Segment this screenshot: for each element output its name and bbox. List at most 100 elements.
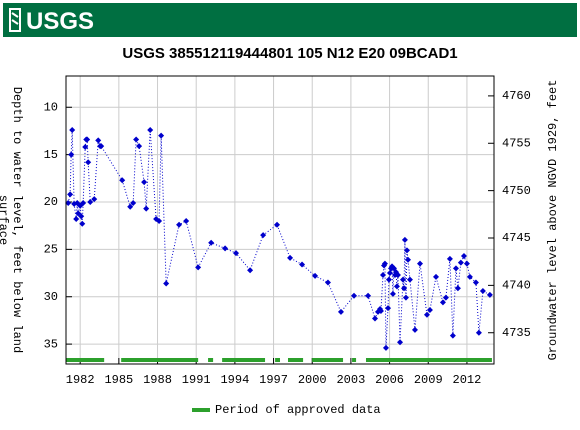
point [402, 294, 409, 301]
point [287, 254, 294, 261]
point [457, 259, 464, 266]
approved-period [208, 358, 214, 362]
point [486, 291, 493, 298]
point [163, 280, 170, 287]
point [87, 199, 94, 205]
point [143, 205, 150, 212]
point [176, 221, 183, 228]
point [449, 332, 456, 339]
point [147, 127, 154, 133]
point [350, 292, 357, 299]
point [65, 199, 72, 206]
point [274, 221, 281, 228]
point [460, 253, 467, 259]
point [405, 256, 412, 263]
point [406, 276, 413, 283]
x-tick-label: 2003 [336, 373, 365, 387]
x-tick-label: 1991 [182, 373, 211, 387]
point [385, 305, 392, 312]
point [158, 132, 165, 139]
approved-period [275, 358, 280, 362]
y-tick-label: 15 [44, 148, 58, 162]
y2-axis-label: Groundwater level above NGVD 1929, feet [546, 80, 560, 361]
y-tick-label: 30 [44, 290, 58, 304]
point [156, 217, 163, 224]
y2-tick-label: 4735 [502, 326, 531, 340]
point [337, 308, 344, 315]
point [233, 250, 240, 257]
point [85, 159, 92, 166]
point [324, 279, 331, 286]
x-tick-label: 1988 [143, 373, 172, 387]
y-tick-label: 20 [44, 195, 58, 209]
point [141, 179, 148, 186]
point [452, 265, 459, 272]
point [69, 127, 76, 133]
x-tick-label: 2006 [375, 373, 404, 387]
point [183, 217, 190, 224]
point [432, 273, 439, 280]
logo-mark [9, 8, 21, 32]
point [195, 264, 202, 271]
x-tick-label: 2000 [298, 373, 327, 387]
y-label-box: Depth to water level, feet below land su… [0, 86, 24, 354]
point [401, 236, 408, 243]
point [98, 143, 105, 150]
point [377, 307, 384, 314]
point [426, 307, 433, 313]
point [95, 137, 102, 144]
point [446, 255, 453, 262]
point [466, 273, 473, 280]
point [394, 271, 401, 278]
point [312, 272, 319, 279]
point [222, 245, 229, 252]
point [372, 315, 379, 322]
point [130, 199, 137, 206]
x-tick-label: 2009 [414, 373, 443, 387]
point [423, 311, 430, 318]
x-tick-label: 1994 [220, 373, 249, 387]
approved-period [222, 358, 266, 362]
point [454, 285, 461, 292]
y-axis-label: Depth to water level, feet below land su… [0, 86, 24, 354]
point [385, 276, 392, 283]
point [475, 329, 482, 336]
point [247, 267, 254, 274]
y2-tick-label: 4745 [502, 231, 531, 245]
point [382, 344, 389, 351]
y2-tick-label: 4740 [502, 279, 531, 293]
y-tick-label: 25 [44, 243, 58, 257]
approved-period [121, 358, 199, 362]
x-tick-label: 1982 [66, 373, 95, 387]
approved-period [312, 358, 344, 362]
point [479, 288, 486, 295]
point [365, 292, 372, 299]
point [381, 260, 388, 267]
point [299, 261, 306, 268]
y2-tick-label: 4755 [502, 136, 531, 150]
header-bar [3, 3, 577, 37]
plot: 10 15 20 25 30 35 4735 4740 4745 4750 4755 4760 1982… [44, 76, 531, 387]
approved-period [365, 358, 492, 362]
point [119, 177, 126, 184]
point [386, 270, 393, 277]
point [82, 144, 89, 151]
y2-tick-label: 4750 [502, 184, 531, 198]
point [380, 271, 387, 278]
point [411, 326, 418, 333]
point [80, 199, 87, 206]
point [136, 143, 143, 150]
approved-period [287, 358, 304, 362]
point [439, 299, 446, 306]
point [463, 260, 470, 267]
point [393, 283, 400, 290]
point [84, 136, 91, 143]
point [403, 247, 410, 254]
y2-tick-label: 4760 [502, 89, 531, 103]
point [78, 213, 85, 220]
point [399, 276, 406, 283]
plot-frame [65, 75, 495, 365]
y-tick-label: 10 [44, 100, 58, 114]
y-tick-label: 35 [44, 337, 58, 351]
